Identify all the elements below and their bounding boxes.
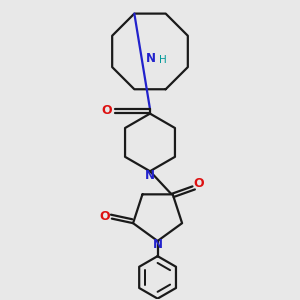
Text: O: O bbox=[99, 210, 110, 223]
Text: N: N bbox=[145, 169, 155, 182]
Text: O: O bbox=[194, 178, 204, 190]
Text: N: N bbox=[146, 52, 156, 65]
Text: H: H bbox=[159, 55, 167, 65]
Text: O: O bbox=[101, 104, 112, 117]
Text: N: N bbox=[153, 238, 163, 251]
